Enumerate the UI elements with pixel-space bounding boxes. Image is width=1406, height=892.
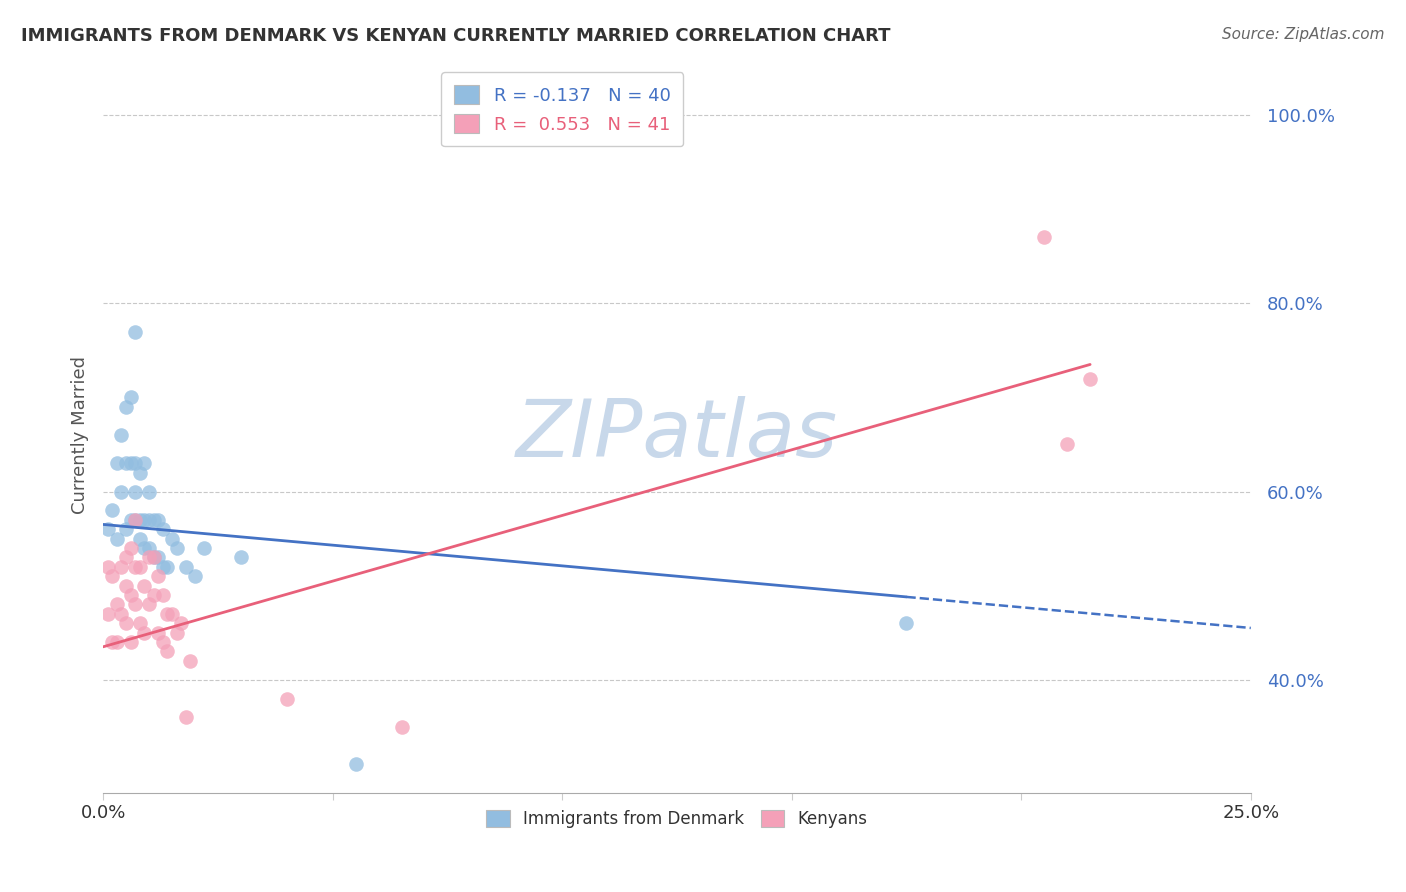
Point bbox=[124, 513, 146, 527]
Point bbox=[166, 541, 188, 555]
Point bbox=[276, 691, 298, 706]
Point bbox=[115, 456, 138, 470]
Point bbox=[166, 625, 188, 640]
Point bbox=[101, 635, 124, 649]
Point bbox=[160, 532, 183, 546]
Point bbox=[105, 635, 128, 649]
Point bbox=[152, 522, 174, 536]
Point bbox=[128, 532, 150, 546]
Point bbox=[101, 503, 124, 517]
Point bbox=[128, 466, 150, 480]
Point bbox=[156, 607, 179, 621]
Point bbox=[148, 569, 170, 583]
Point bbox=[115, 616, 138, 631]
Point bbox=[193, 541, 215, 555]
Point bbox=[391, 720, 413, 734]
Point bbox=[152, 559, 174, 574]
Point bbox=[120, 513, 142, 527]
Point bbox=[148, 550, 170, 565]
Point bbox=[124, 598, 146, 612]
Point bbox=[134, 579, 156, 593]
Y-axis label: Currently Married: Currently Married bbox=[72, 356, 89, 514]
Point bbox=[115, 522, 138, 536]
Point bbox=[124, 513, 146, 527]
Point bbox=[138, 598, 160, 612]
Point bbox=[97, 607, 120, 621]
Point bbox=[138, 513, 160, 527]
Point bbox=[120, 588, 142, 602]
Point bbox=[115, 579, 138, 593]
Point bbox=[124, 325, 146, 339]
Point bbox=[101, 569, 124, 583]
Point bbox=[179, 654, 201, 668]
Point bbox=[148, 625, 170, 640]
Point bbox=[148, 513, 170, 527]
Point bbox=[134, 625, 156, 640]
Text: Source: ZipAtlas.com: Source: ZipAtlas.com bbox=[1222, 27, 1385, 42]
Point bbox=[1078, 371, 1101, 385]
Point bbox=[142, 513, 165, 527]
Point bbox=[184, 569, 207, 583]
Point bbox=[110, 428, 132, 442]
Point bbox=[124, 484, 146, 499]
Point bbox=[152, 588, 174, 602]
Point bbox=[120, 391, 142, 405]
Point bbox=[344, 757, 367, 772]
Point bbox=[128, 513, 150, 527]
Point bbox=[120, 635, 142, 649]
Point bbox=[174, 559, 197, 574]
Point bbox=[110, 484, 132, 499]
Point bbox=[134, 456, 156, 470]
Point bbox=[156, 559, 179, 574]
Point bbox=[120, 456, 142, 470]
Point bbox=[128, 616, 150, 631]
Point bbox=[97, 522, 120, 536]
Point bbox=[1056, 437, 1078, 451]
Point bbox=[138, 484, 160, 499]
Point bbox=[138, 541, 160, 555]
Point bbox=[134, 513, 156, 527]
Point bbox=[1033, 230, 1056, 244]
Point bbox=[120, 541, 142, 555]
Point bbox=[229, 550, 252, 565]
Point bbox=[134, 541, 156, 555]
Point bbox=[152, 635, 174, 649]
Point bbox=[110, 559, 132, 574]
Point bbox=[128, 559, 150, 574]
Point bbox=[142, 550, 165, 565]
Point bbox=[156, 644, 179, 658]
Point bbox=[115, 550, 138, 565]
Point bbox=[170, 616, 193, 631]
Text: ZIPatlas: ZIPatlas bbox=[516, 396, 838, 474]
Point bbox=[142, 588, 165, 602]
Point bbox=[896, 616, 918, 631]
Point bbox=[105, 598, 128, 612]
Point bbox=[105, 532, 128, 546]
Legend: Immigrants from Denmark, Kenyans: Immigrants from Denmark, Kenyans bbox=[479, 803, 875, 834]
Text: IMMIGRANTS FROM DENMARK VS KENYAN CURRENTLY MARRIED CORRELATION CHART: IMMIGRANTS FROM DENMARK VS KENYAN CURREN… bbox=[21, 27, 890, 45]
Point bbox=[97, 559, 120, 574]
Point bbox=[124, 456, 146, 470]
Point bbox=[124, 559, 146, 574]
Point bbox=[174, 710, 197, 724]
Point bbox=[110, 607, 132, 621]
Point bbox=[105, 456, 128, 470]
Point bbox=[160, 607, 183, 621]
Point bbox=[138, 550, 160, 565]
Point bbox=[115, 400, 138, 414]
Point bbox=[142, 550, 165, 565]
